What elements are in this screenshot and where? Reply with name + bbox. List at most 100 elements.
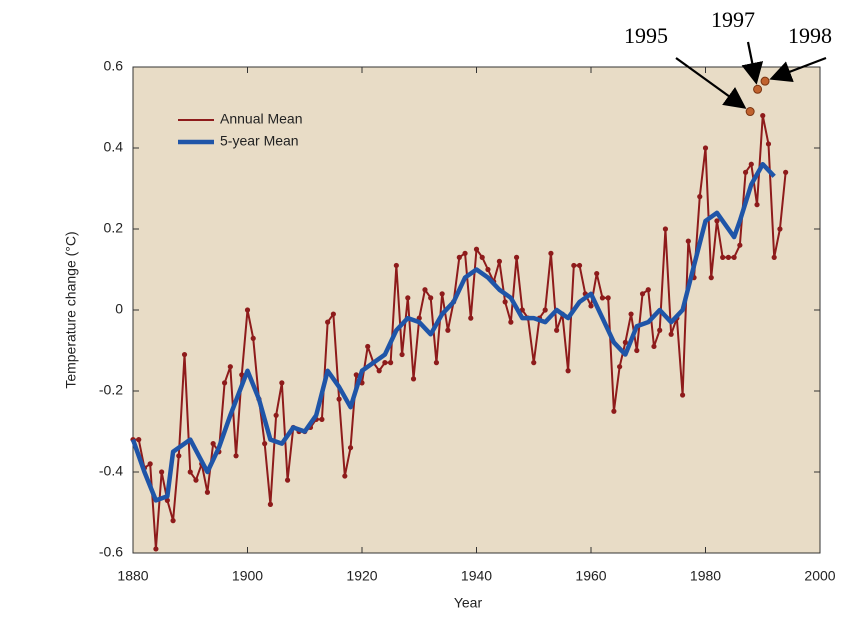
data-point <box>336 396 342 402</box>
data-point <box>456 254 462 260</box>
data-point <box>376 368 382 374</box>
data-point <box>502 299 508 305</box>
annotation-label: 1997 <box>711 7 755 32</box>
data-point <box>611 408 617 414</box>
data-point <box>473 246 480 252</box>
x-tick-label: 1920 <box>346 568 377 584</box>
data-point <box>479 254 485 260</box>
data-point <box>153 546 159 552</box>
highlight-point <box>745 107 755 117</box>
data-point <box>731 254 737 260</box>
data-point <box>645 287 651 293</box>
data-point <box>405 295 411 301</box>
data-point <box>159 469 165 475</box>
data-point <box>485 266 491 273</box>
data-point <box>399 351 405 358</box>
data-point <box>605 295 611 301</box>
annotation-arrow <box>675 57 747 109</box>
y-tick-label: 0.2 <box>104 220 124 236</box>
data-point <box>181 351 188 358</box>
data-point <box>680 392 686 398</box>
data-point <box>176 453 182 459</box>
data-point <box>565 368 571 374</box>
data-point <box>765 141 772 147</box>
data-point <box>365 343 371 350</box>
data-point <box>628 311 634 317</box>
data-point <box>273 412 279 418</box>
data-point <box>353 372 359 378</box>
data-point <box>222 380 228 386</box>
data-point <box>554 327 560 333</box>
x-tick-label: 1960 <box>575 568 606 584</box>
data-point <box>410 376 417 382</box>
data-point <box>330 311 336 317</box>
data-point <box>594 270 600 277</box>
annotation-label: 1998 <box>788 23 832 48</box>
y-tick-label: -0.6 <box>99 544 123 560</box>
data-point <box>639 291 646 297</box>
annotation-label: 1995 <box>624 23 668 48</box>
y-tick-label: 0.4 <box>104 139 124 155</box>
y-tick-label: -0.4 <box>99 463 123 479</box>
data-point <box>227 364 233 370</box>
y-axis-label: Temperature change (°C) <box>63 231 79 388</box>
data-point <box>382 360 388 366</box>
x-tick-label: 2000 <box>804 568 835 584</box>
data-point <box>187 469 193 475</box>
data-point <box>599 295 606 301</box>
data-point <box>136 437 142 443</box>
data-point <box>233 453 239 459</box>
data-point <box>250 335 256 341</box>
data-point <box>571 262 577 269</box>
x-tick-label: 1980 <box>690 568 721 584</box>
data-point <box>508 319 514 325</box>
data-point <box>634 347 640 354</box>
data-point <box>531 360 537 366</box>
data-point <box>284 477 291 483</box>
x-tick-label: 1900 <box>232 568 263 584</box>
data-point <box>725 254 732 260</box>
data-point <box>347 445 354 451</box>
data-point <box>388 360 394 366</box>
data-point <box>588 303 594 309</box>
data-point <box>737 242 743 248</box>
data-point <box>170 518 176 524</box>
highlight-point <box>753 84 763 94</box>
y-tick-label: 0.6 <box>104 58 124 74</box>
data-point <box>267 501 273 507</box>
data-point <box>783 169 789 175</box>
data-point <box>708 275 714 281</box>
y-tick-label: -0.2 <box>99 382 123 398</box>
annotation-arrow <box>769 56 827 83</box>
data-point <box>433 360 440 366</box>
data-point <box>445 327 451 333</box>
highlight-point <box>760 76 770 86</box>
data-point <box>622 339 628 345</box>
x-tick-label: 1940 <box>461 568 492 584</box>
data-point <box>617 364 623 370</box>
data-point <box>754 202 760 208</box>
data-point <box>576 262 583 269</box>
data-point <box>548 250 554 256</box>
data-point <box>697 194 703 200</box>
data-point <box>748 161 754 167</box>
data-point <box>468 315 474 321</box>
data-point <box>204 489 211 495</box>
legend-label: 5-year Mean <box>220 133 299 149</box>
legend-label: Annual Mean <box>220 111 303 127</box>
data-point <box>777 226 783 232</box>
data-point <box>714 218 720 224</box>
y-tick-label: 0 <box>115 301 123 317</box>
annotation-arrow <box>741 41 764 85</box>
data-point <box>542 307 548 313</box>
data-point <box>742 169 749 175</box>
data-point <box>651 343 657 350</box>
data-point <box>342 473 348 479</box>
data-point <box>193 477 199 483</box>
data-point <box>496 258 502 264</box>
data-point <box>513 254 520 260</box>
data-point <box>668 331 674 337</box>
data-point <box>325 319 331 325</box>
series-line <box>130 161 776 503</box>
data-point <box>462 250 468 256</box>
